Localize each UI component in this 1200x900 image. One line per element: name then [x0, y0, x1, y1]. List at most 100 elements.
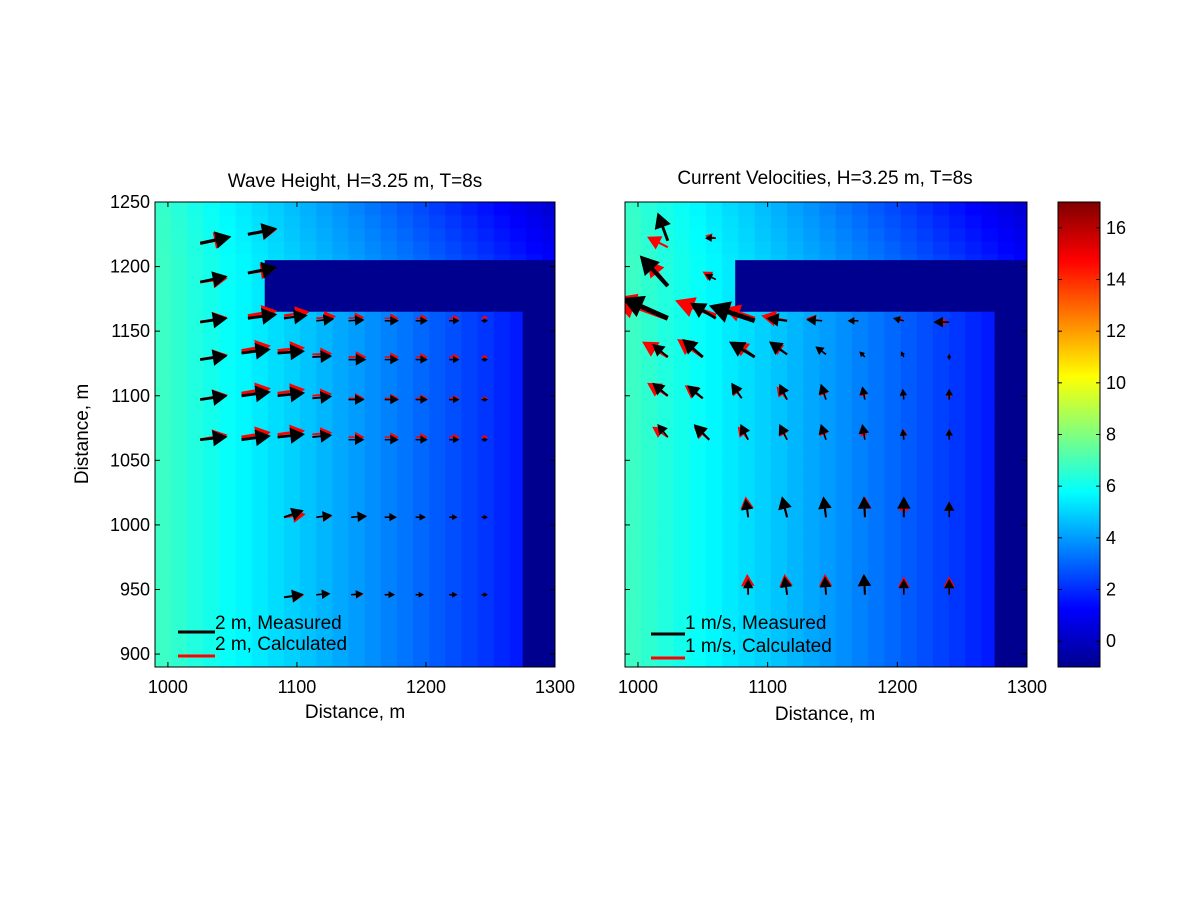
field-cell	[332, 524, 350, 539]
field-cell	[641, 318, 659, 332]
field-cell	[267, 524, 285, 539]
field-cell	[738, 486, 756, 500]
field-cell	[284, 369, 301, 384]
field-cell	[673, 486, 691, 500]
field-cell	[738, 460, 756, 474]
field-cell	[284, 395, 301, 410]
arrow-shaft	[692, 347, 704, 359]
field-cell	[868, 524, 885, 539]
current-velocity-x-axis-label: Distance, m	[775, 704, 875, 725]
field-cell	[722, 421, 740, 436]
field-cell	[787, 654, 804, 667]
field-cell	[673, 318, 691, 332]
field-cell	[493, 654, 511, 667]
field-cell	[884, 576, 902, 591]
field-cell	[754, 357, 772, 371]
field-cell	[251, 292, 269, 306]
field-cell	[477, 524, 495, 539]
field-cell	[965, 382, 983, 397]
field-cell	[461, 408, 479, 423]
field-cell	[203, 524, 221, 539]
field-cell	[316, 408, 334, 423]
arrow-head	[483, 592, 489, 598]
field-cell	[219, 318, 237, 332]
field-cell	[689, 369, 707, 384]
field-cell	[722, 512, 740, 526]
field-cell	[625, 628, 642, 642]
field-cell	[949, 202, 966, 216]
field-cell	[689, 615, 707, 629]
field-cell	[803, 654, 821, 667]
field-cell	[348, 628, 366, 642]
field-cell	[949, 602, 966, 616]
field-cell	[155, 434, 172, 449]
field-cell	[493, 421, 511, 436]
field-cell	[493, 240, 511, 255]
field-cell	[525, 214, 543, 229]
arrow-head	[778, 383, 790, 396]
quiver-arrow-measured	[199, 271, 228, 288]
field-cell	[819, 563, 837, 578]
field-cell	[380, 524, 398, 539]
field-cell	[932, 421, 950, 436]
field-cell	[251, 408, 269, 423]
field-cell	[413, 408, 430, 423]
field-cell	[380, 654, 398, 667]
quiver-arrow-measured	[945, 388, 953, 400]
field-cell	[267, 486, 285, 500]
field-cell	[787, 563, 804, 578]
field-cell	[625, 615, 642, 629]
field-cell	[884, 240, 902, 255]
field-cell	[884, 602, 902, 616]
field-cell	[754, 214, 772, 229]
field-cell	[284, 202, 301, 216]
field-cell	[316, 447, 334, 461]
field-cell	[754, 512, 772, 526]
field-cell	[868, 628, 885, 642]
field-cell	[851, 408, 869, 423]
field-cell	[673, 214, 691, 229]
field-cell	[900, 602, 918, 616]
arrow-head	[211, 349, 228, 366]
field-cell	[932, 434, 950, 449]
field-cell	[155, 550, 172, 565]
field-cell	[689, 628, 707, 642]
field-cell	[477, 473, 495, 487]
quiver-arrow-measured	[316, 511, 333, 522]
field-cell	[155, 382, 172, 397]
x-tick-label: 1000	[148, 677, 188, 697]
quiver-arrow-measured	[739, 423, 751, 441]
field-cell	[754, 550, 772, 565]
field-cell	[851, 344, 869, 358]
field-cell	[981, 395, 999, 410]
field-cell	[754, 473, 772, 487]
field-cell	[868, 486, 885, 500]
field-cell	[754, 486, 772, 500]
field-cell	[706, 628, 723, 642]
arrow-shaft	[863, 393, 866, 400]
arrow-head	[892, 316, 901, 324]
field-cell	[738, 227, 756, 242]
field-cell	[965, 434, 983, 449]
field-cell	[348, 615, 366, 629]
field-cell	[493, 576, 511, 591]
field-cell	[380, 473, 398, 487]
field-cell	[413, 550, 430, 565]
field-cell	[819, 589, 837, 604]
field-cell	[706, 499, 723, 513]
field-cell	[445, 214, 463, 229]
field-cell	[803, 357, 821, 371]
field-cell	[722, 318, 740, 332]
field-cell	[916, 447, 934, 461]
arrow-shaft	[241, 433, 257, 439]
arrow-shaft	[741, 348, 756, 359]
legend-calculated-label: 2 m, Calculated	[215, 634, 347, 655]
field-cell	[803, 408, 821, 423]
field-cell	[155, 292, 172, 306]
arrow-head	[483, 315, 489, 321]
field-cell	[657, 369, 675, 384]
field-cell	[819, 227, 837, 242]
field-cell	[332, 240, 350, 255]
quiver-arrow-measured	[859, 386, 869, 400]
arrow-head	[947, 353, 952, 358]
